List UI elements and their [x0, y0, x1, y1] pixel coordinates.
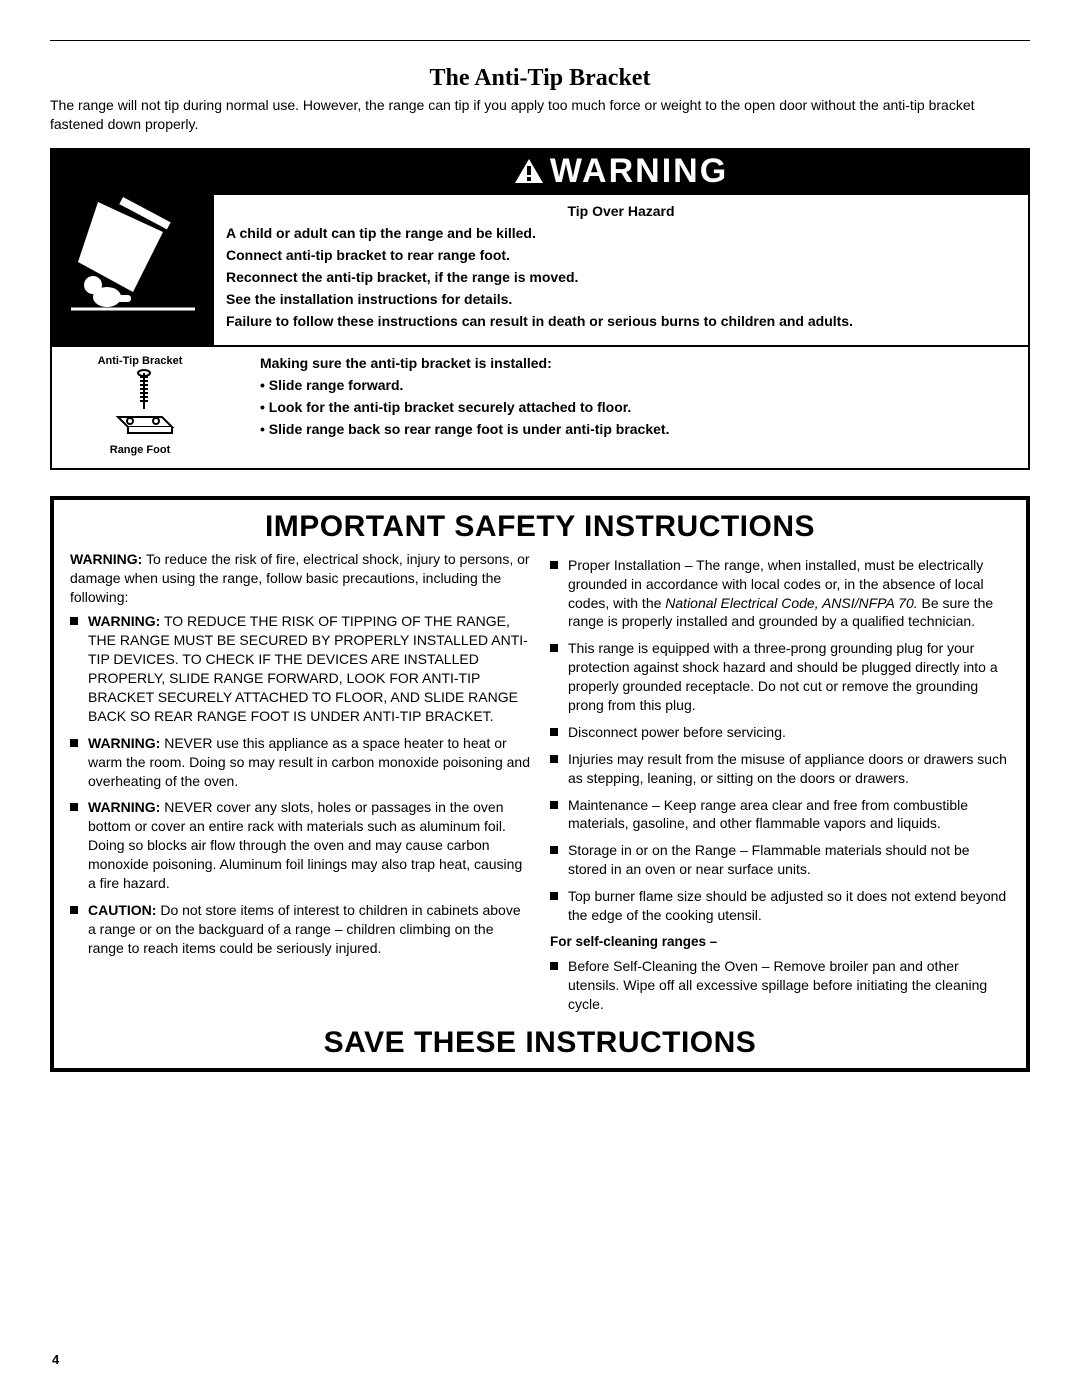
hazard-title: Tip Over Hazard — [226, 203, 1016, 219]
install-steps: Making sure the anti-tip bracket is inst… — [220, 355, 1016, 456]
safety-item: Storage in or on the Range – Flammable m… — [550, 841, 1010, 879]
warning-triangle-icon — [514, 158, 544, 184]
safety-column-right: Proper Installation – The range, when in… — [550, 550, 1010, 1022]
safety-item: Maintenance – Keep range area clear and … — [550, 796, 1010, 834]
safety-item: Before Self-Cleaning the Oven – Remove b… — [550, 957, 1010, 1014]
hazard-line: Reconnect the anti-tip bracket, if the r… — [226, 269, 1016, 285]
safety-item: WARNING: NEVER use this appliance as a s… — [70, 734, 530, 791]
hazard-line: Failure to follow these instructions can… — [226, 313, 1016, 329]
warning-label: WARNING: — [70, 551, 142, 567]
safety-title: IMPORTANT SAFETY INSTRUCTIONS — [70, 510, 1010, 544]
warning-right-column: WARNING Tip Over Hazard A child or adult… — [214, 150, 1028, 345]
safety-footer: SAVE THESE INSTRUCTIONS — [70, 1026, 1010, 1060]
safety-lead: WARNING: To reduce the risk of fire, ele… — [70, 550, 530, 607]
safety-columns: WARNING: To reduce the risk of fire, ele… — [70, 550, 1010, 1022]
anti-tip-title: The Anti-Tip Bracket — [50, 65, 1030, 92]
hazard-line: A child or adult can tip the range and b… — [226, 225, 1016, 241]
warning-box: WARNING Tip Over Hazard A child or adult… — [50, 148, 1030, 470]
bracket-top-label: Anti-Tip Bracket — [60, 355, 220, 367]
warning-banner-text: WARNING — [550, 152, 728, 191]
safety-item: Injuries may result from the misuse of a… — [550, 750, 1010, 788]
hazard-line: Connect anti-tip bracket to rear range f… — [226, 247, 1016, 263]
tip-over-illustration — [52, 150, 214, 345]
safety-item: WARNING: NEVER cover any slots, holes or… — [70, 798, 530, 892]
anti-tip-intro: The range will not tip during normal use… — [50, 96, 1030, 134]
install-lead: Making sure the anti-tip bracket is inst… — [260, 355, 1016, 371]
install-step: Slide range back so rear range foot is u… — [260, 421, 1016, 437]
page-number: 4 — [52, 1352, 59, 1367]
safety-item: WARNING: TO REDUCE THE RISK OF TIPPING O… — [70, 612, 530, 725]
install-step: Slide range forward. — [260, 377, 1016, 393]
bracket-diagram: Anti-Tip Bracket Range Foot — [60, 355, 220, 456]
safety-column-left: WARNING: To reduce the risk of fire, ele… — [70, 550, 530, 1022]
safety-item: Disconnect power before servicing. — [550, 723, 1010, 742]
install-step: Look for the anti-tip bracket securely a… — [260, 399, 1016, 415]
safety-item: Proper Installation – The range, when in… — [550, 556, 1010, 632]
self-clean-subhead: For self-cleaning ranges – — [550, 933, 1010, 951]
warning-top-row: WARNING Tip Over Hazard A child or adult… — [52, 150, 1028, 347]
warning-bottom-row: Anti-Tip Bracket Range Foot Makin — [52, 347, 1028, 468]
bracket-bottom-label: Range Foot — [60, 444, 220, 456]
safety-item: Top burner flame size should be adjusted… — [550, 887, 1010, 925]
safety-item: This range is equipped with a three-pron… — [550, 639, 1010, 715]
hazard-body: Tip Over Hazard A child or adult can tip… — [214, 195, 1028, 345]
bracket-icon — [100, 369, 180, 439]
safety-instructions-box: IMPORTANT SAFETY INSTRUCTIONS WARNING: T… — [50, 496, 1030, 1072]
warning-banner: WARNING — [214, 150, 1028, 195]
horizontal-rule — [50, 40, 1030, 41]
hazard-line: See the installation instructions for de… — [226, 291, 1016, 307]
safety-item: CAUTION: Do not store items of interest … — [70, 901, 530, 958]
